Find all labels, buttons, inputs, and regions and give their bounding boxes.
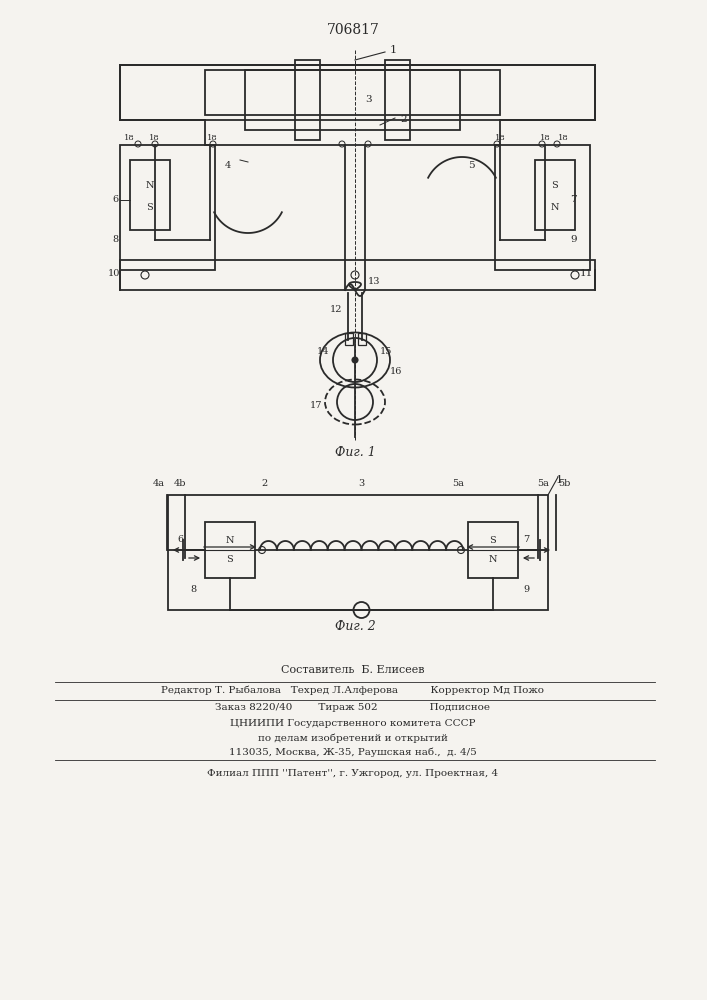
Text: 15: 15 [380, 348, 392, 357]
Circle shape [352, 357, 358, 363]
Text: 12: 12 [330, 306, 342, 314]
Text: 5b: 5b [558, 479, 570, 488]
Text: N: N [551, 202, 559, 212]
Text: 17: 17 [310, 400, 322, 410]
Bar [130, 160, 170, 230]
Text: 2: 2 [262, 479, 268, 488]
Text: Редактор Т. Рыбалова   Техред Л.Алферова          Корректор Мд Пожо: Редактор Т. Рыбалова Техред Л.Алферова К… [161, 685, 544, 695]
Text: 8: 8 [190, 585, 196, 594]
Text: 18: 18 [558, 134, 568, 142]
Bar [120, 145, 215, 270]
Text: N: N [226, 536, 234, 545]
Text: Фиг. 2: Фиг. 2 [334, 620, 375, 634]
Text: N: N [489, 555, 497, 564]
Text: 4b: 4b [174, 479, 186, 488]
Bar [120, 260, 595, 290]
Text: 5a: 5a [537, 479, 549, 488]
Bar [385, 60, 410, 140]
Text: 18: 18 [540, 134, 551, 142]
Text: 5a: 5a [452, 479, 464, 488]
Text: Филиал ППП ''Патент'', г. Ужгород, ул. Проектная, 4: Филиал ППП ''Патент'', г. Ужгород, ул. П… [207, 770, 498, 778]
Text: 18: 18 [207, 134, 218, 142]
Bar [295, 60, 320, 140]
Text: 14: 14 [317, 348, 329, 357]
Bar [168, 495, 548, 610]
Text: 5: 5 [468, 160, 474, 169]
Text: 16: 16 [390, 367, 402, 376]
Text: 113035, Москва, Ж-35, Раушская наб.,  д. 4/5: 113035, Москва, Ж-35, Раушская наб., д. … [229, 747, 477, 757]
Text: 1: 1 [556, 475, 563, 485]
Text: S: S [227, 555, 233, 564]
Text: по делам изобретений и открытий: по делам изобретений и открытий [258, 733, 448, 743]
Bar [358, 333, 366, 345]
Text: 11: 11 [580, 269, 593, 278]
Text: 706817: 706817 [327, 23, 380, 37]
Text: 2: 2 [400, 115, 407, 124]
Text: 13: 13 [368, 277, 380, 286]
Bar [535, 160, 575, 230]
Bar [345, 333, 353, 345]
Text: N: N [146, 180, 154, 190]
Text: S: S [146, 202, 153, 212]
Text: 7: 7 [570, 196, 577, 205]
Text: 18: 18 [495, 134, 506, 142]
Bar [495, 145, 590, 270]
Text: 1: 1 [390, 45, 397, 55]
Text: 8: 8 [112, 235, 118, 244]
Text: 9: 9 [570, 235, 577, 244]
Bar [205, 70, 500, 115]
Text: Фиг. 1: Фиг. 1 [334, 446, 375, 458]
Text: Заказ 8220/40        Тираж 502                Подписное: Заказ 8220/40 Тираж 502 Подписное [216, 704, 491, 712]
Text: 4: 4 [225, 160, 231, 169]
Text: 18: 18 [124, 134, 135, 142]
Bar [120, 65, 595, 120]
Text: 10: 10 [108, 269, 120, 278]
Text: S: S [490, 536, 496, 545]
Text: ЦНИИПИ Государственного комитета СССР: ЦНИИПИ Государственного комитета СССР [230, 720, 476, 728]
Text: 6: 6 [177, 536, 183, 544]
Text: 7: 7 [523, 536, 530, 544]
Text: 3: 3 [365, 96, 372, 104]
Bar [205, 522, 255, 578]
Text: S: S [551, 180, 559, 190]
Text: 9: 9 [523, 585, 529, 594]
Text: 3: 3 [358, 479, 365, 488]
Bar [468, 522, 518, 578]
Bar [245, 70, 460, 130]
Text: 18: 18 [149, 134, 160, 142]
Text: 6: 6 [112, 196, 118, 205]
Text: Составитель  Б. Елисеев: Составитель Б. Елисеев [281, 665, 425, 675]
Text: 4a: 4a [153, 479, 165, 488]
